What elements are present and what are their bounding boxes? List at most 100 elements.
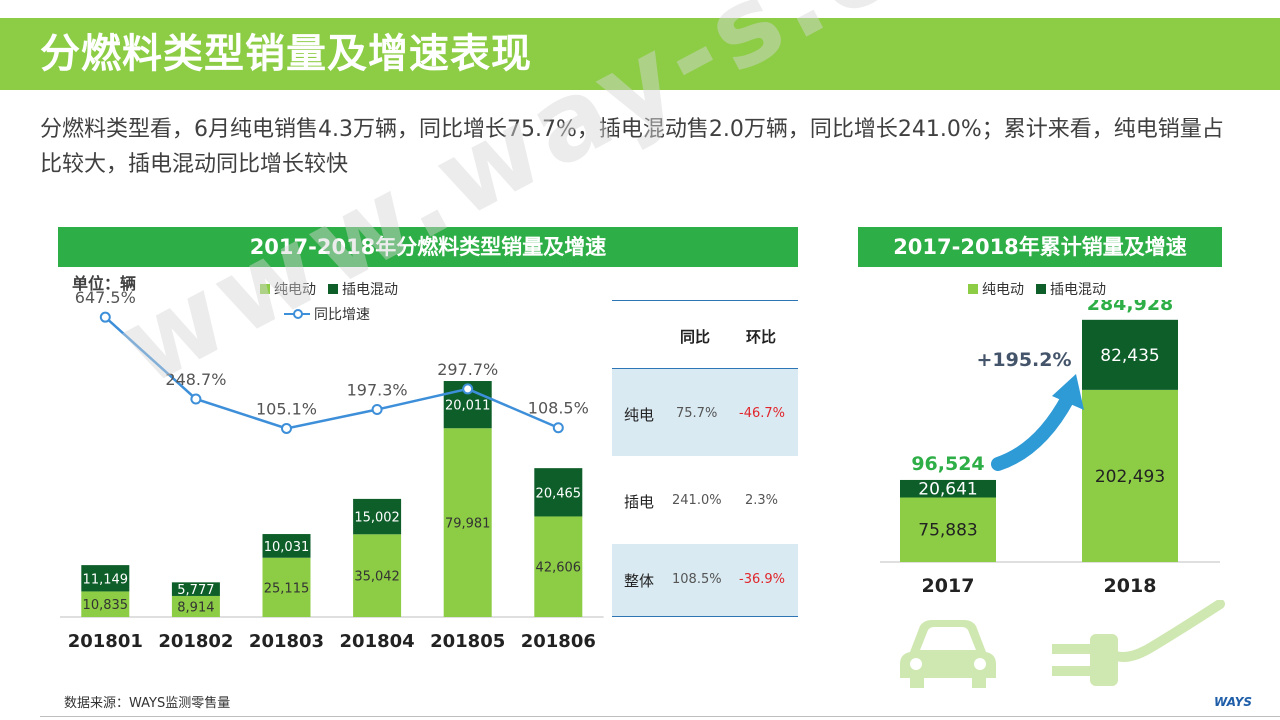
legend-label-yoy: 同比增速 xyxy=(314,307,370,323)
left-chart-title: 2017-2018年分燃料类型销量及增速 xyxy=(58,227,798,267)
yoy-point xyxy=(552,422,564,434)
bar-phev xyxy=(81,565,130,592)
plug-icon xyxy=(1052,600,1225,686)
x-tick-label: 201802 xyxy=(158,631,233,652)
x-tick-label: 201801 xyxy=(68,631,143,652)
row-mom-phev: 2.3% xyxy=(745,493,779,508)
x-tick-label: 2018 xyxy=(1104,575,1157,597)
yoy-label: 105.1% xyxy=(256,399,317,418)
row-yoy-total: 108.5% xyxy=(672,572,722,587)
legend-label-bev: 纯电动 xyxy=(274,282,316,298)
top-strip xyxy=(0,0,1280,16)
table-row-bev: 纯电 75.7% -46.7% xyxy=(612,368,798,457)
comparison-table: 同比 环比 纯电 75.7% -46.7% 插电 241.0% 2.3% 整体 … xyxy=(612,300,798,618)
bar-phev xyxy=(262,534,311,558)
right-legend: 纯电动 插电混动 xyxy=(968,279,1118,299)
bar-phev xyxy=(1082,319,1178,390)
right-legend-label-phev: 插电混动 xyxy=(1050,282,1106,298)
bar-label-bev: 35,042 xyxy=(354,570,400,585)
x-tick-label: 201804 xyxy=(340,631,415,652)
summary-text: 分燃料类型看，6月纯电销售4.3万辆，同比增长75.7%，插电混动售2.0万辆，… xyxy=(40,117,1224,177)
ways-logo: WAYS xyxy=(1214,695,1253,709)
table-row-total: 整体 108.5% -36.9% xyxy=(612,544,798,617)
bar-bev xyxy=(262,557,311,617)
footer-rule xyxy=(40,716,1280,717)
right-legend-item-bev: 纯电动 xyxy=(968,279,1024,299)
x-tick-label: 2017 xyxy=(922,575,975,597)
row-yoy-phev: 241.0% xyxy=(672,493,722,508)
yoy-point xyxy=(371,404,383,416)
right-legend-label-bev: 纯电动 xyxy=(982,282,1024,298)
monthly-sales-chart: 10,835 11,149 201801 8,914 5,777 201802 25,115… xyxy=(60,288,604,652)
legend-swatch-yoy xyxy=(284,309,310,319)
right-legend-swatch-bev xyxy=(968,284,978,294)
bar-bev xyxy=(81,591,130,617)
bar-label-phev: 10,031 xyxy=(264,540,310,555)
total-label: 284,928 xyxy=(1087,300,1174,315)
x-tick-label: 201805 xyxy=(430,631,505,652)
row-mom-bev: -46.7% xyxy=(739,406,785,421)
yoy-label: 647.5% xyxy=(75,288,136,307)
growth-label: +195.2% xyxy=(976,349,1071,371)
legend-item-bev: 纯电动 xyxy=(260,279,316,299)
bar-bev xyxy=(900,497,996,562)
left-legend: 纯电动 插电混动 xyxy=(260,279,410,299)
bar-label-phev: 15,002 xyxy=(354,511,400,526)
yoy-point xyxy=(99,311,111,323)
yoy-line xyxy=(104,316,559,430)
left-legend-line: 同比增速 xyxy=(284,304,382,324)
total-label: 96,524 xyxy=(911,453,984,475)
row-label-total: 整体 xyxy=(624,572,655,590)
x-tick-label: 201803 xyxy=(249,631,324,652)
bar-label-bev: 79,981 xyxy=(445,517,491,532)
bar-label-bev: 42,606 xyxy=(536,561,582,576)
table-top-rule xyxy=(612,300,798,301)
yoy-point xyxy=(190,393,202,405)
yoy-label: 197.3% xyxy=(347,381,408,400)
right-legend-swatch-phev xyxy=(1036,284,1046,294)
page-title: 分燃料类型销量及增速表现 xyxy=(40,31,532,77)
bar-label-phev: 20,465 xyxy=(536,486,582,501)
growth-arrow xyxy=(991,391,1075,471)
row-mom-total: -36.9% xyxy=(739,572,785,587)
x-tick-label: 201806 xyxy=(521,631,596,652)
table-header-mom: 环比 xyxy=(746,328,777,346)
table-header-yoy: 同比 xyxy=(680,328,711,346)
yoy-label: 108.5% xyxy=(528,399,589,418)
legend-label-phev: 插电混动 xyxy=(342,282,398,298)
data-source: 数据来源：WAYS监测零售量 xyxy=(64,696,231,711)
yoy-point xyxy=(462,383,474,395)
bar-label-phev: 82,435 xyxy=(1100,346,1159,366)
bar-label-phev: 5,777 xyxy=(177,583,214,598)
bar-label-phev: 11,149 xyxy=(83,572,129,587)
bar-bev xyxy=(353,534,402,617)
row-label-bev: 纯电 xyxy=(624,406,655,424)
yoy-label: 248.7% xyxy=(165,370,226,389)
bar-label-bev: 8,914 xyxy=(177,600,214,615)
growth-arrow-head xyxy=(1052,374,1084,410)
legend-item-yoy: 同比增速 xyxy=(284,304,370,324)
bar-phev xyxy=(171,582,220,596)
bar-bev xyxy=(443,428,492,617)
car-icon xyxy=(900,620,996,688)
row-yoy-bev: 75.7% xyxy=(676,406,718,421)
bar-label-bev: 202,493 xyxy=(1095,467,1165,487)
table-row-phev: 插电 241.0% 2.3% xyxy=(612,456,798,544)
legend-swatch-phev xyxy=(328,284,338,294)
bar-label-bev: 10,835 xyxy=(83,598,129,613)
right-legend-item-phev: 插电混动 xyxy=(1036,279,1106,299)
unit-label: 单位：辆 xyxy=(72,274,137,293)
bar-label-bev: 75,883 xyxy=(918,521,977,541)
bar-phev xyxy=(534,468,583,517)
bar-label-phev: 20,011 xyxy=(445,399,491,414)
bar-label-bev: 25,115 xyxy=(264,581,310,596)
right-chart-title: 2017-2018年累计销量及增速 xyxy=(858,227,1222,267)
bar-phev xyxy=(353,498,402,535)
bar-bev xyxy=(1082,389,1178,562)
bar-bev xyxy=(534,516,583,617)
bar-bev xyxy=(171,595,220,617)
bar-label-phev: 20,641 xyxy=(918,480,977,500)
row-label-phev: 插电 xyxy=(624,493,655,511)
yoy-point xyxy=(281,422,292,434)
legend-swatch-bev xyxy=(260,284,270,294)
